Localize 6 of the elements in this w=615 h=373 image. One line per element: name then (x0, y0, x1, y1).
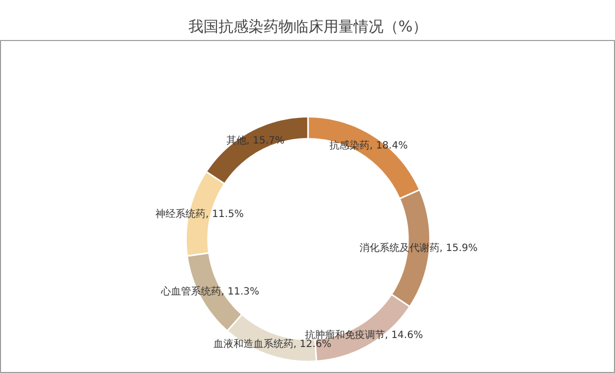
slice-label: 神经系统药, 11.5% (156, 208, 244, 220)
chart-title: 我国抗感染药物临床用量情况（%） (188, 18, 428, 36)
slice-label: 心血管系统药, 11.3% (160, 285, 260, 298)
slice-label: 其他, 15.7% (226, 134, 285, 147)
slice-label: 抗肿瘤和免疫调节, 14.6% (304, 328, 423, 341)
slice-label: 血液和造血系统药, 12.6% (213, 338, 332, 350)
